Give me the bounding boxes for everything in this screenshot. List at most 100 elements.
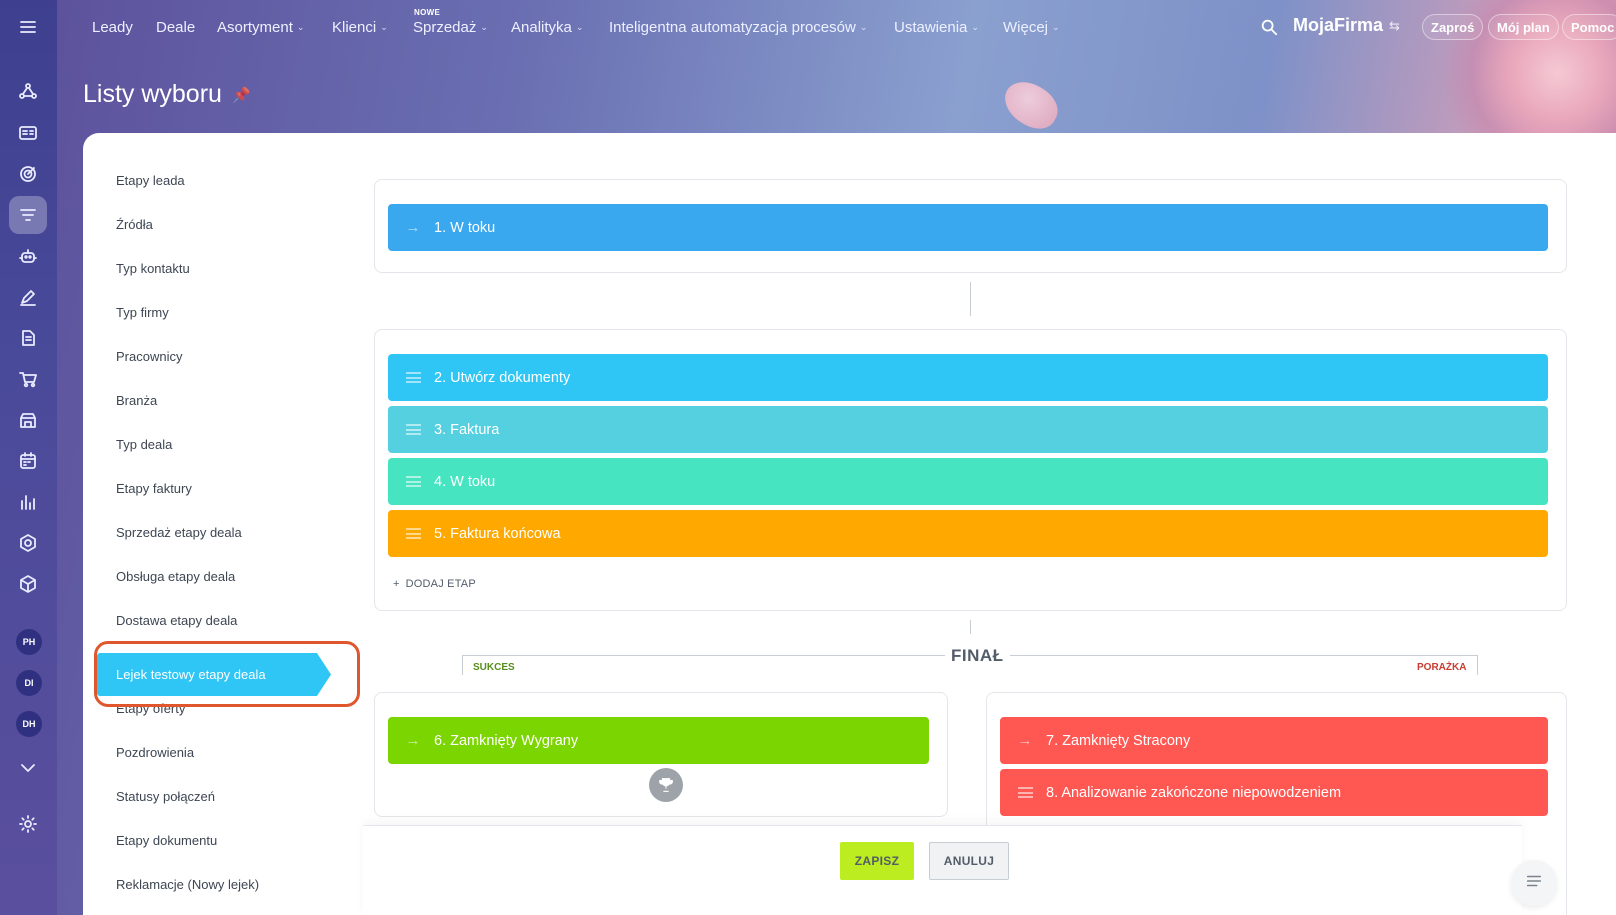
drag-handle-icon[interactable] xyxy=(402,370,424,386)
nav-item-ustawienia[interactable]: Ustawienia ⌄ xyxy=(894,19,979,36)
search-icon[interactable] xyxy=(1260,18,1278,36)
chevron-down-icon: ⌄ xyxy=(859,22,868,32)
drag-handle-icon[interactable] xyxy=(402,474,424,490)
help-button[interactable]: Pomoc xyxy=(1562,14,1616,40)
target-icon[interactable] xyxy=(9,155,47,193)
left-rail: PH DI DH xyxy=(0,0,57,915)
action-footer: ZAPISZ ANULUJ xyxy=(363,825,1522,915)
sidebar-item[interactable]: Źródła xyxy=(116,217,153,232)
sidebar-item[interactable]: Etapy leada xyxy=(116,173,185,188)
arrow-right-icon: → xyxy=(405,732,421,749)
stage-label: 2. Utwórz dokumenty xyxy=(434,369,571,386)
list-icon xyxy=(1525,872,1543,895)
box-icon[interactable] xyxy=(9,565,47,603)
avatar[interactable]: PH xyxy=(16,629,42,655)
chevron-down-icon: ⌄ xyxy=(575,22,584,32)
cart-icon[interactable] xyxy=(9,360,47,398)
list-toggle-button[interactable] xyxy=(1511,860,1557,906)
add-stage-button[interactable]: + DODAJ ETAP xyxy=(393,578,476,590)
funnel-icon[interactable] xyxy=(9,196,47,234)
store-icon[interactable] xyxy=(9,401,47,439)
my-plan-button[interactable]: Mój plan xyxy=(1488,14,1559,40)
nav-label: Analityka xyxy=(511,19,572,36)
crm-icon[interactable] xyxy=(9,73,47,111)
nav-label: Klienci xyxy=(332,19,377,36)
arrow-right-icon: → xyxy=(405,219,421,236)
nav-item-automatyzacja[interactable]: Inteligentna automatyzacja procesów ⌄ xyxy=(609,19,867,36)
sidebar-item[interactable]: Pozdrowienia xyxy=(116,745,195,760)
company-name[interactable]: MojaFirma ⇆ xyxy=(1293,15,1400,36)
sidebar-item[interactable]: Typ kontaktu xyxy=(116,261,190,276)
page-title-text: Listy wyboru xyxy=(83,80,222,108)
stage-item[interactable]: 4. W toku xyxy=(388,458,1548,505)
sidebar-item[interactable]: Etapy dokumentu xyxy=(116,833,218,848)
sidebar-item[interactable]: Pracownicy xyxy=(116,349,183,364)
start-stages-panel: → 1. W toku xyxy=(374,179,1567,273)
avatar[interactable]: DH xyxy=(16,711,42,737)
drag-handle-icon[interactable] xyxy=(402,422,424,438)
final-tick-right xyxy=(1477,655,1478,675)
nav-item-wiecej[interactable]: Więcej ⌄ xyxy=(1003,19,1060,36)
stage-item[interactable]: 5. Faktura końcowa xyxy=(388,510,1548,557)
stage-item[interactable]: → 1. W toku xyxy=(388,204,1548,251)
stage-label: 1. W toku xyxy=(434,219,496,236)
plus-icon: + xyxy=(393,578,400,590)
nav-item-deale[interactable]: Deale xyxy=(156,19,195,36)
sidebar-item[interactable]: Typ deala xyxy=(116,437,173,452)
header-background-petal xyxy=(996,73,1066,137)
nav-item-klienci[interactable]: Klienci ⌄ xyxy=(332,19,388,36)
switch-icon: ⇆ xyxy=(1389,17,1400,33)
sidebar-item-active-label[interactable]: Lejek testowy etapy deala xyxy=(97,653,331,696)
stage-item[interactable]: → 6. Zamknięty Wygrany xyxy=(388,717,929,764)
gear-icon[interactable] xyxy=(9,805,47,843)
stage-item[interactable]: 2. Utwórz dokumenty xyxy=(388,354,1548,401)
new-badge: NOWE xyxy=(414,8,441,17)
nav-item-asortyment[interactable]: Asortyment ⌄ xyxy=(217,19,304,36)
sidebar-item-active[interactable]: Lejek testowy etapy deala xyxy=(94,641,360,707)
sidebar-item[interactable]: Reklamacje (Nowy lejek) xyxy=(116,877,260,892)
invite-button[interactable]: Zaproś xyxy=(1422,14,1484,40)
sign-icon[interactable] xyxy=(9,278,47,316)
nav-label: Leady xyxy=(92,19,133,36)
save-button[interactable]: ZAPISZ xyxy=(840,842,914,880)
nav-label: Ustawienia xyxy=(894,19,968,36)
document-icon[interactable] xyxy=(9,319,47,357)
sidebar-item[interactable]: Etapy faktury xyxy=(116,481,192,496)
drag-handle-icon[interactable] xyxy=(402,526,424,542)
pin-icon[interactable]: 📌 xyxy=(231,86,251,104)
add-stage-label: DODAJ ETAP xyxy=(405,578,476,590)
nav-item-analityka[interactable]: Analityka ⌄ xyxy=(511,19,583,36)
chevron-down-icon: ⌄ xyxy=(971,22,979,32)
chevron-down-icon: ⌄ xyxy=(1052,22,1060,32)
success-label: SUKCES xyxy=(473,662,515,673)
cancel-button[interactable]: ANULUJ xyxy=(929,842,1009,880)
chevron-down-icon: ⌄ xyxy=(480,22,488,32)
analytics-icon[interactable] xyxy=(9,483,47,521)
page-title: Listy wyboru 📌 xyxy=(83,80,251,109)
sidebar-item[interactable]: Typ firmy xyxy=(116,305,169,320)
drag-handle-icon[interactable] xyxy=(1014,785,1036,801)
sidebar-item[interactable]: Obsługa etapy deala xyxy=(116,569,236,584)
hexagon-icon[interactable] xyxy=(9,524,47,562)
connector-line xyxy=(970,620,971,634)
robot-icon[interactable] xyxy=(9,237,47,275)
nav-label: Więcej xyxy=(1003,19,1049,36)
menu-icon[interactable] xyxy=(9,8,47,46)
stage-item[interactable]: → 7. Zamknięty Stracony xyxy=(1000,717,1548,764)
sidebar-item[interactable]: Statusy połączeń xyxy=(116,789,216,804)
stage-item[interactable]: 3. Faktura xyxy=(388,406,1548,453)
nav-item-sprzedaz[interactable]: Sprzedaż ⌄ xyxy=(413,19,488,36)
nav-item-leady[interactable]: Leady xyxy=(92,19,133,36)
nav-label: Sprzedaż xyxy=(413,19,477,36)
chevron-down-icon[interactable] xyxy=(9,749,47,787)
stage-label: 5. Faktura końcowa xyxy=(434,525,561,542)
calendar-icon[interactable] xyxy=(9,442,47,480)
stage-label: 8. Analizowanie zakończone niepowodzenie… xyxy=(1046,784,1342,801)
sidebar-item[interactable]: Dostawa etapy deala xyxy=(116,613,238,628)
sidebar-item[interactable]: Branża xyxy=(116,393,158,408)
avatar[interactable]: DI xyxy=(16,670,42,696)
process-stages-panel: 2. Utwórz dokumenty 3. Faktura 4. W toku… xyxy=(374,329,1567,611)
sidebar-item[interactable]: Sprzedaż etapy deala xyxy=(116,525,242,540)
contact-card-icon[interactable] xyxy=(9,114,47,152)
stage-item[interactable]: 8. Analizowanie zakończone niepowodzenie… xyxy=(1000,769,1548,816)
